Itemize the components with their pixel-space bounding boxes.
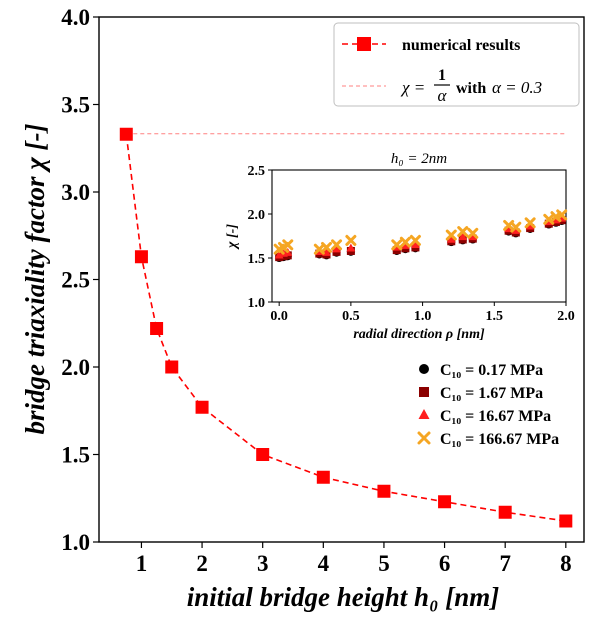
- main-x-tick-label: 4: [318, 551, 330, 576]
- legend-chi-numerator: 1: [438, 67, 446, 84]
- legend-numerical-label: numerical results: [402, 37, 520, 54]
- inset-legend-label: C₁₀ = 1.67 MPa: [440, 385, 543, 402]
- numerical-point: [316, 470, 330, 484]
- main-legend-frame: [333, 22, 580, 107]
- legend-chi-label: χ = 1 α with α = 0.3: [400, 67, 542, 105]
- inset-chart: 0.0 0.5 1.0 1.5 2.0 1.0 1.5 2.0 2.5 h₀ = 2nm rad…: [225, 151, 575, 342]
- inset-legend: C₁₀ = 0.17 MPa C₁₀ = 1.67 MPa C₁₀ = 16.67 …: [417, 362, 559, 448]
- inset-point-series-2: [446, 234, 456, 243]
- inset-legend-marker-1: [419, 387, 429, 397]
- inset-y-tick-label: 2.5: [248, 164, 266, 179]
- inset-x-tick-label: 1.0: [414, 309, 432, 324]
- inset-point-series-3: [391, 239, 403, 251]
- inset-x-tick-label: 0.0: [270, 309, 288, 324]
- legend-chi-denominator: α: [438, 86, 448, 105]
- inset-point-series-2: [525, 221, 535, 230]
- inset-point-series-3: [409, 234, 421, 246]
- numerical-point: [377, 484, 391, 498]
- numerical-point: [438, 495, 452, 509]
- main-x-tick-label: 2: [196, 551, 208, 576]
- inset-legend-marker-2: [418, 409, 430, 419]
- main-y-tick-label: 3.0: [61, 180, 90, 205]
- inset-legend-label: C₁₀ = 16.67 MPa: [440, 408, 551, 425]
- legend-numerical-marker: [357, 37, 371, 51]
- inset-point-series-3: [345, 234, 357, 246]
- legend-chi-alpha: α = 0.3: [492, 78, 542, 97]
- inset-title: h₀ = 2nm: [391, 151, 447, 167]
- inset-point-series-2: [400, 240, 410, 249]
- main-x-tick-label: 3: [257, 551, 269, 576]
- inset-point-series-2: [346, 243, 356, 252]
- numerical-point: [119, 127, 133, 141]
- legend-chi-symbol: χ =: [400, 78, 425, 97]
- inset-x-tick-label: 1.5: [486, 309, 504, 324]
- main-x-axis-label: initial bridge height h₀ [nm]: [187, 582, 499, 612]
- inset-point-series-2: [458, 232, 468, 241]
- inset-x-tick-label: 2.0: [557, 309, 575, 324]
- inset-y-tick-label: 1.5: [248, 252, 266, 267]
- main-x-tick-label: 5: [378, 551, 390, 576]
- numerical-point: [195, 400, 209, 414]
- main-y-tick-label: 4.0: [61, 5, 90, 30]
- inset-point-series-2: [468, 232, 478, 241]
- main-legend: numerical results χ = 1 α with α = 0.3: [333, 22, 580, 107]
- inset-point-series-3: [467, 227, 479, 239]
- inset-point-series-3: [282, 239, 294, 251]
- inset-point-series-3: [457, 226, 469, 238]
- main-x-tick-label: 7: [499, 551, 511, 576]
- main-y-tick-label: 2.5: [61, 268, 90, 293]
- main-x-tick-label: 8: [560, 551, 572, 576]
- inset-legend-marker-0: [419, 364, 429, 374]
- inset-point-series-3: [445, 229, 457, 241]
- inset-point-series-3: [510, 221, 522, 233]
- inset-point-series-2: [411, 240, 420, 248]
- inset-legend-label: C₁₀ = 166.67 MPa: [440, 431, 559, 448]
- inset-x-axis-label: radial direction ρ [nm]: [353, 327, 485, 342]
- inset-point-series-3: [524, 217, 536, 229]
- main-y-tick-label: 3.5: [61, 93, 90, 118]
- main-x-tick-label: 1: [136, 551, 148, 576]
- inset-point-series-3: [556, 209, 568, 221]
- legend-chi-with: with: [456, 80, 486, 97]
- inset-point-series-2: [332, 244, 341, 253]
- numerical-point: [134, 250, 148, 264]
- numerical-point: [150, 322, 164, 335]
- numerical-point: [165, 360, 179, 374]
- numerical-point: [256, 448, 270, 461]
- main-y-axis-label: bridge triaxiality factor χ [-]: [20, 123, 50, 434]
- numerical-point: [498, 505, 512, 519]
- inset-point-series-3: [320, 241, 332, 253]
- main-y-tick-label: 2.0: [61, 355, 90, 380]
- inset-y-tick-label: 1.0: [248, 296, 266, 311]
- inset-point-series-2: [511, 225, 521, 234]
- inset-x-tick-label: 0.5: [342, 309, 360, 324]
- inset-y-tick-label: 2.0: [248, 208, 266, 223]
- inset-legend-marker-3: [417, 431, 431, 445]
- inset-point-series-3: [399, 236, 411, 248]
- main-y-tick-label: 1.0: [61, 530, 90, 555]
- main-y-tick-label: 1.5: [61, 443, 90, 468]
- main-x-tick-label: 6: [439, 551, 451, 576]
- numerical-point: [559, 514, 573, 528]
- inset-legend-label: C₁₀ = 0.17 MPa: [440, 362, 543, 379]
- inset-point-series-3: [331, 239, 343, 251]
- inset-y-axis-label: χ [-]: [225, 224, 240, 250]
